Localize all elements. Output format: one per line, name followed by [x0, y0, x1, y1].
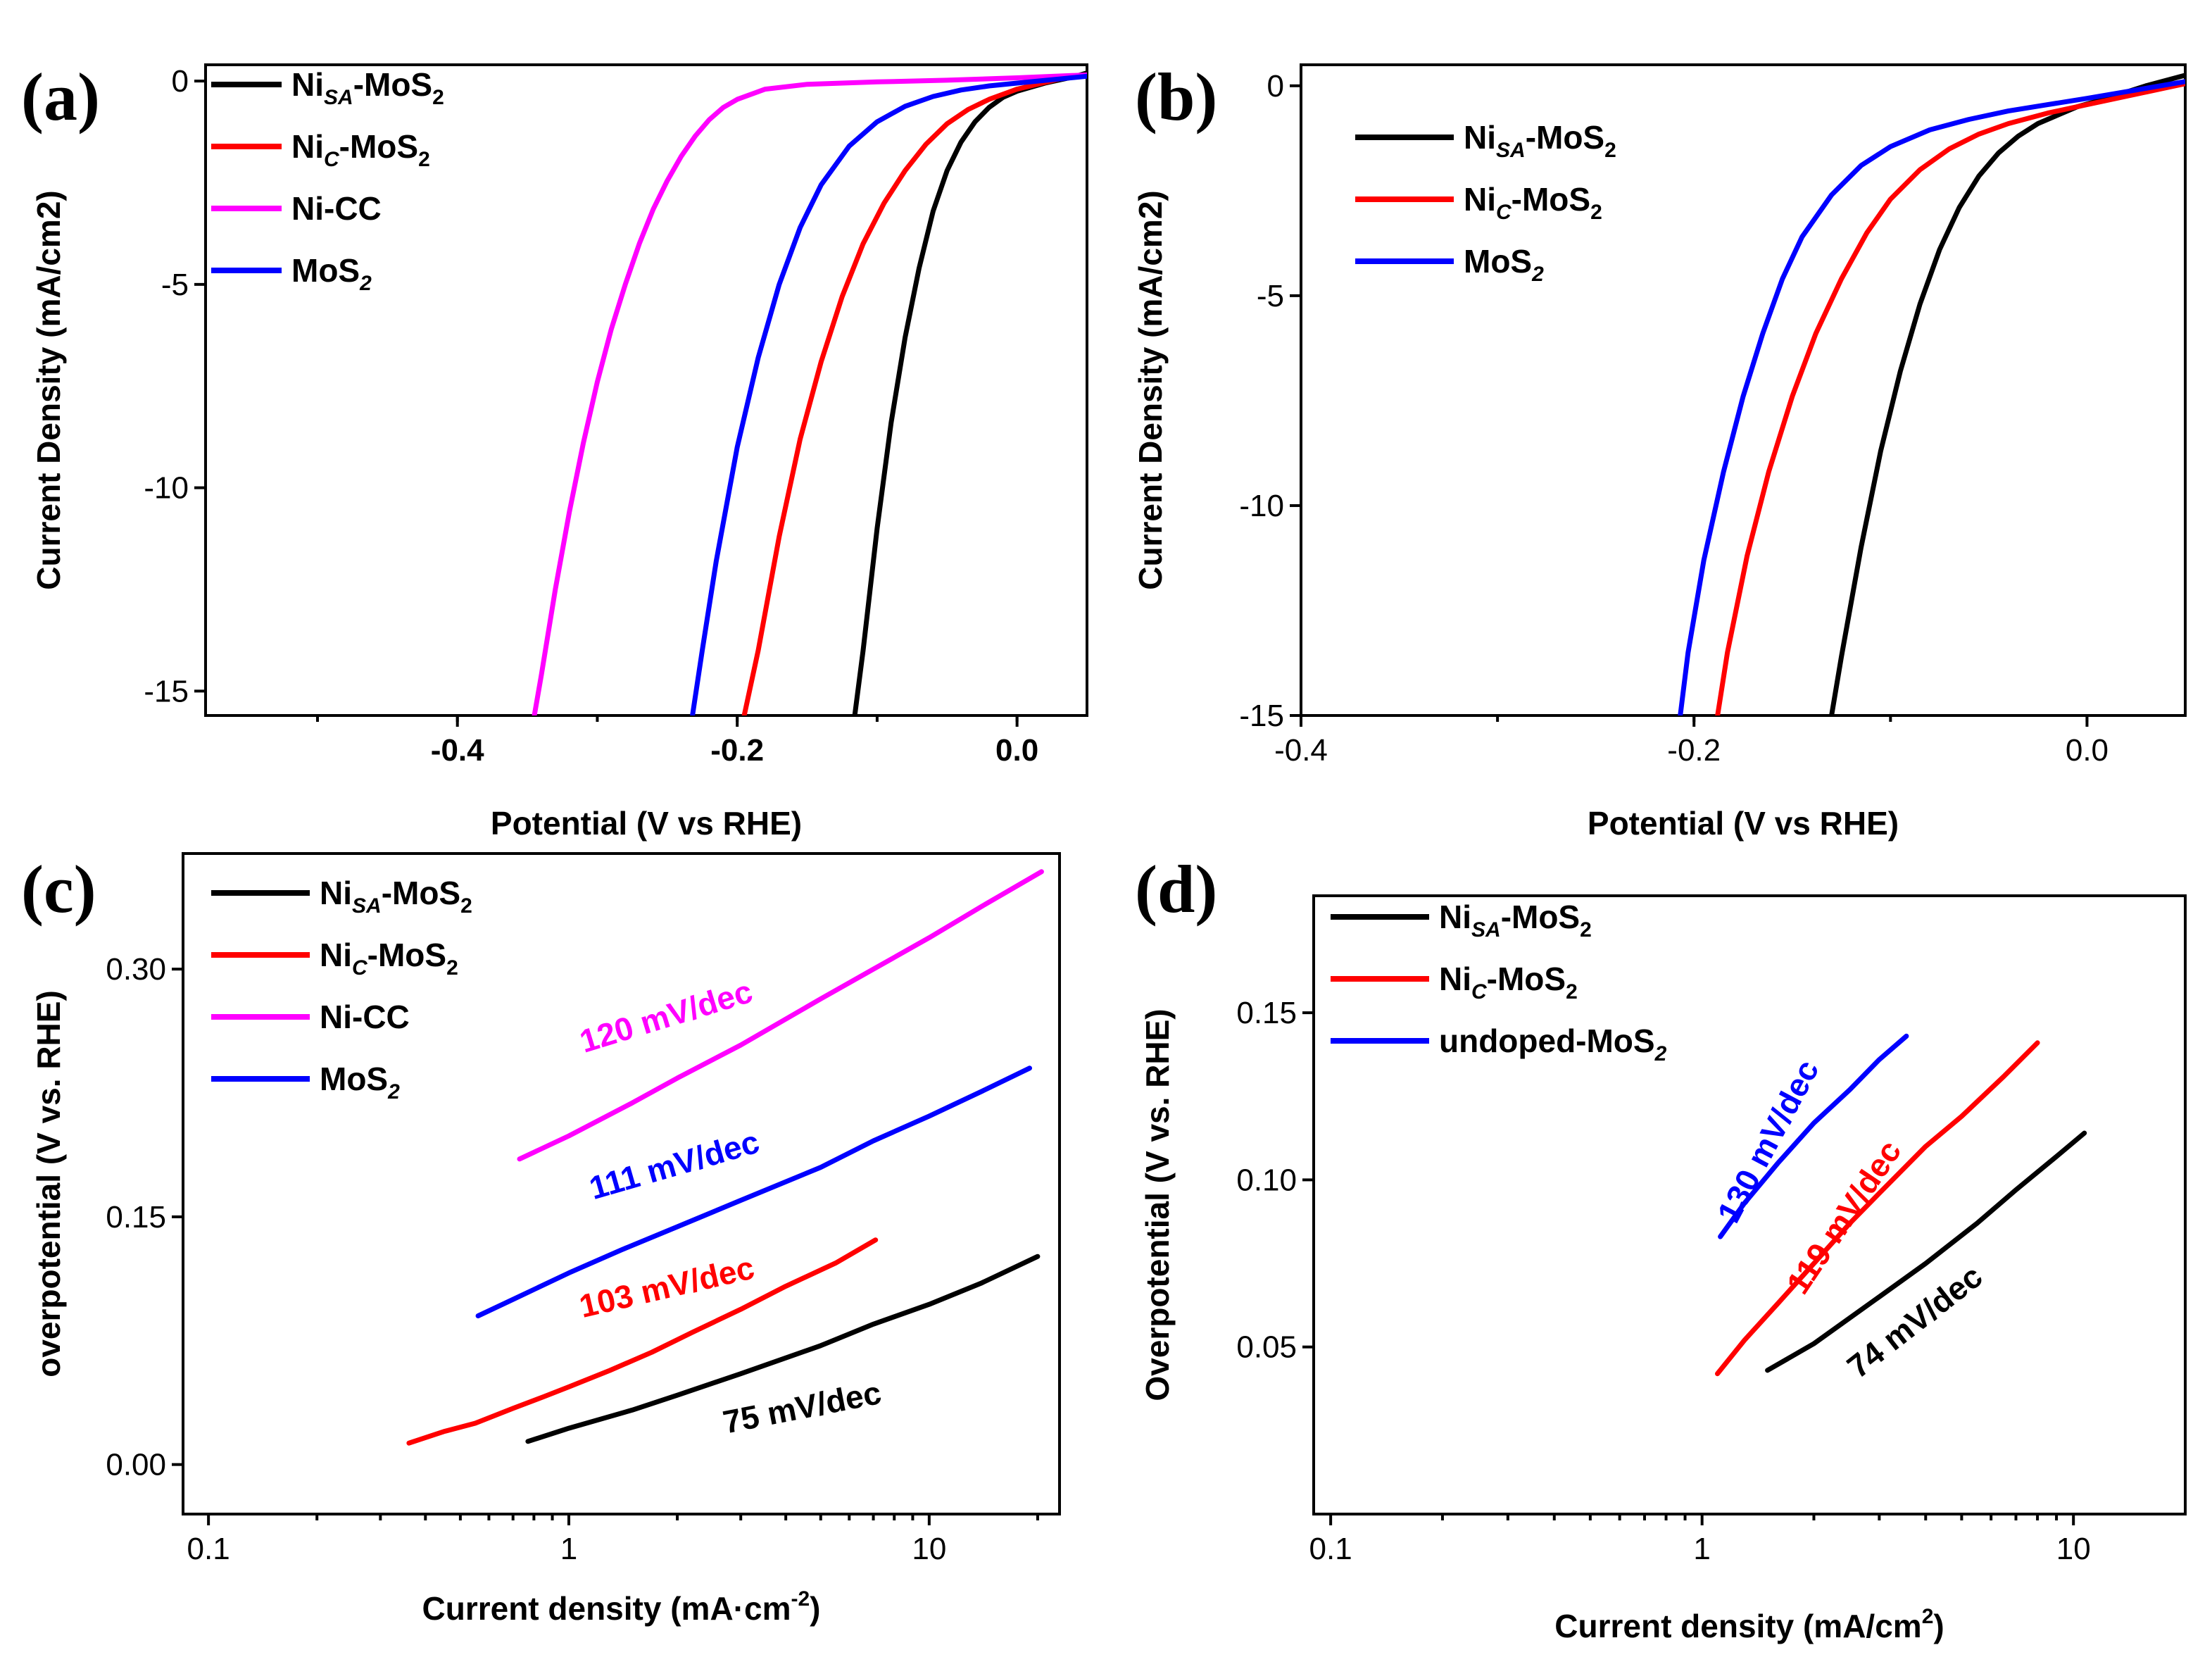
- legend-entry: MoS2: [1464, 243, 1544, 286]
- series-line-nic-mos2: [1715, 1040, 2040, 1377]
- x-tick-label: 1: [560, 1532, 577, 1566]
- y-axis-title: overpotential (V vs. RHE): [30, 990, 67, 1377]
- slope-annotation: 74 mV/dec: [1840, 1258, 1989, 1385]
- panel-b: (b) -0.4 -0.2 0.0 0 -5 -10 -15 Potential (V vs R…: [1132, 59, 2187, 842]
- y-tick-label: 0.05: [1236, 1330, 1297, 1365]
- slope-annotation: 75 mV/dec: [720, 1374, 884, 1440]
- panel-a: (a) -0.4 -0.2 0.0 0 -5 -10 -15 Potential (V vs R…: [21, 59, 1088, 842]
- panel-label: (b): [1135, 59, 1217, 135]
- plot-frame: [1300, 63, 2187, 717]
- y-axis-title: Overpotential (V vs. RHE): [1139, 1008, 1176, 1401]
- plot-frame: [204, 63, 1088, 717]
- legend-entry: MoS2: [291, 252, 372, 295]
- legend-entry: NiC-MoS2: [1439, 961, 1578, 1004]
- panel-c: (c) 0.1 1 10 0.00 0.15 0.30 Current density (mA…: [21, 851, 1061, 1627]
- series-line-nisa-mos2: [1829, 73, 2185, 715]
- plot-frame: [1312, 894, 2187, 1515]
- x-axis-title: Current density (mA/cm2): [1554, 1605, 1944, 1644]
- y-tick-label: 0.10: [1236, 1163, 1297, 1197]
- series-line-nic-mos2: [406, 1237, 879, 1446]
- x-tick-label: 1: [1693, 1532, 1710, 1566]
- legend-entry: NiC-MoS2: [291, 128, 430, 171]
- slope-annotation: 120 mV/dec: [575, 973, 756, 1060]
- legend-entry: NiC-MoS2: [320, 937, 458, 980]
- series-line-mos2: [690, 73, 1087, 715]
- legend-entry: NiSA-MoS2: [291, 66, 444, 109]
- x-tick-label: 10: [912, 1532, 946, 1566]
- series-line-nic-mos2: [1715, 81, 2185, 715]
- panel-label: (d): [1135, 851, 1217, 927]
- x-tick-label: -0.2: [1667, 733, 1721, 768]
- x-axis-title: Potential (V vs RHE): [491, 805, 802, 842]
- y-tick-label: 0: [1267, 69, 1284, 104]
- series-line-nisa-mos2: [525, 1254, 1041, 1444]
- plot-frame: [182, 852, 1061, 1515]
- series-line-mos2: [475, 1065, 1032, 1319]
- y-tick-label: 0.15: [1236, 996, 1297, 1030]
- y-tick-label: 0.00: [106, 1448, 166, 1482]
- legend-entry: Ni-CC: [291, 190, 382, 227]
- x-tick-label: -0.2: [710, 733, 764, 768]
- x-tick-label: 10: [2056, 1532, 2091, 1566]
- series-line-mos2: [1678, 79, 2185, 715]
- y-axis-title: Current Density (mA/cm2): [30, 190, 67, 589]
- y-tick-label: 0: [172, 64, 189, 99]
- slope-annotation: 119 mV/dec: [1779, 1134, 1908, 1301]
- y-tick-label: 0.30: [106, 952, 166, 987]
- legend-entry: NiC-MoS2: [1464, 181, 1602, 224]
- legend-entry: MoS2: [320, 1061, 400, 1104]
- y-tick-label: 0.15: [106, 1200, 166, 1234]
- x-tick-label: 0.0: [2066, 733, 2109, 768]
- x-tick-label: 0.1: [187, 1532, 230, 1566]
- legend-entry: undoped-MoS2: [1439, 1023, 1667, 1065]
- panel-label: (c): [21, 851, 96, 927]
- legend-entry: NiSA-MoS2: [320, 875, 472, 918]
- y-tick-label: -5: [1257, 279, 1284, 313]
- series-line-ni-cc: [532, 72, 1087, 715]
- x-tick-label: -0.4: [1274, 733, 1328, 768]
- legend-entry: Ni-CC: [320, 999, 410, 1035]
- series-line-nisa-mos2: [852, 70, 1087, 715]
- x-tick-label: 0.0: [995, 733, 1038, 768]
- slope-annotation: 111 mV/dec: [585, 1123, 763, 1206]
- slope-annotation: 130 mV/dec: [1710, 1054, 1826, 1228]
- panel-d: (d) 0.1 1 10 0.05 0.10 0.15 Current density (mA…: [1135, 851, 2187, 1644]
- y-tick-label: -10: [144, 471, 189, 506]
- x-tick-label: 0.1: [1309, 1532, 1352, 1566]
- series-line-undoped-mos2: [1718, 1033, 1909, 1239]
- y-tick-label: -15: [144, 674, 189, 708]
- x-axis-title: Potential (V vs RHE): [1588, 805, 1899, 842]
- series-line-ni-cc: [517, 869, 1044, 1162]
- legend-entry: NiSA-MoS2: [1439, 899, 1592, 942]
- series-line-nic-mos2: [741, 72, 1087, 715]
- legend-entry: NiSA-MoS2: [1464, 119, 1616, 162]
- panel-label: (a): [21, 59, 100, 135]
- x-tick-label: -0.4: [431, 733, 484, 768]
- x-axis-title: Current density (mA·cm-2): [422, 1587, 821, 1627]
- y-axis-title: Current Density (mA/cm2): [1132, 190, 1169, 589]
- y-tick-label: -5: [161, 268, 189, 302]
- y-tick-label: -15: [1239, 699, 1284, 733]
- series-line-nisa-mos2: [1765, 1130, 2087, 1373]
- y-tick-label: -10: [1239, 489, 1284, 523]
